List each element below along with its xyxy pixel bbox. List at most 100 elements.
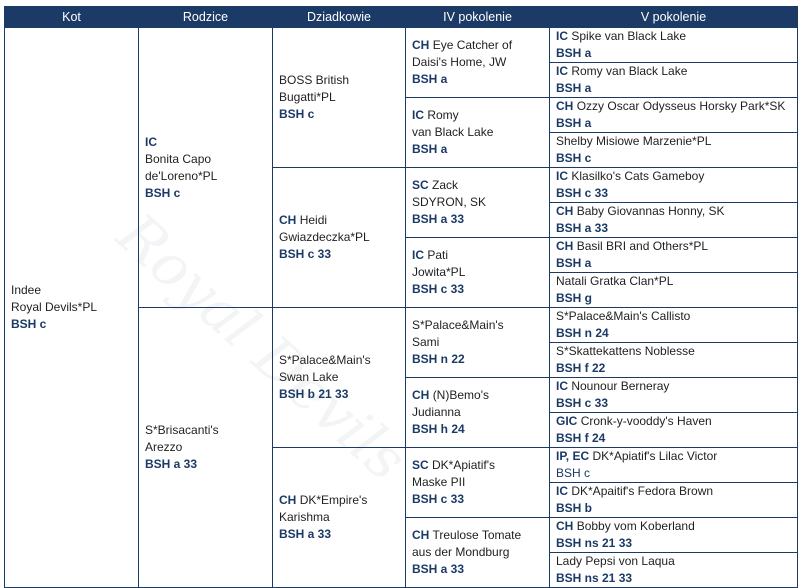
breed-code: BSH c 33 — [412, 492, 465, 506]
cat-name: Basil BRI and Others*PL — [576, 239, 709, 253]
name-line: Zack — [432, 178, 459, 192]
header-gen5: V pokolenie — [549, 6, 798, 28]
gen4-cell: S*Palace&Main's Sami BSH n 22 — [405, 307, 550, 378]
title-badge: IC — [556, 169, 568, 183]
name-line: S*Palace&Main's — [412, 318, 504, 332]
breed-code: BSH a 33 — [412, 212, 465, 226]
breed-code: BSH n 24 — [556, 326, 609, 340]
breed-code: BSH a — [556, 256, 592, 270]
name-line: DK*Empire's — [299, 493, 368, 507]
breed-code: BSH a 33 — [412, 562, 465, 576]
breed-code: BSH c — [556, 466, 591, 480]
gen5-cell: CH Basil BRI and Others*PL BSH a — [549, 237, 798, 273]
title-badge: IC — [412, 108, 424, 122]
name-line: S*Brisacanti's — [145, 423, 219, 437]
name-line: Swan Lake — [279, 370, 339, 384]
breed-code: BSH c — [145, 185, 181, 200]
name-line: Treulose Tomate — [432, 528, 522, 542]
gen5-cell: S*Skattekattens Noblesse BSH f 22 — [549, 342, 798, 378]
breed-code: BSH c — [556, 151, 592, 165]
table-row: CH Baby Giovannas Honny, SK BSH a 33 — [5, 202, 798, 238]
breed-code: BSH c 33 — [556, 396, 609, 410]
breed-code: BSH c — [279, 107, 315, 121]
breed-code: BSH a — [556, 81, 592, 95]
breed-code: BSH a 33 — [279, 527, 332, 541]
table-row: Indee Royal Devils*PL BSH c IC Bonita Capo de… — [4, 27, 798, 588]
header-rodzice: Rodzice — [138, 6, 273, 28]
gen5-cell: CH Bobby vom Koberland BSH ns 21 33 — [549, 517, 798, 553]
breed-code: BSH a — [556, 116, 592, 130]
name-line: Daisi's Home, JW — [412, 55, 507, 69]
cat-name: S*Skattekattens Noblesse — [556, 344, 695, 358]
cat-name: DK*Apiatif's Lilac Victor — [592, 449, 718, 463]
title-badge: CH — [556, 99, 574, 113]
table-row: IC DK*Apaitif's Fedora Brown BSH b — [5, 482, 798, 518]
name-line: Bugatti*PL — [279, 90, 336, 104]
cat-name: DK*Apaitif's Fedora Brown — [571, 484, 714, 498]
title-badge: CH — [412, 38, 430, 52]
breed-code: BSH ns 21 33 — [556, 536, 633, 550]
gen5-cell: IC Romy van Black Lake BSH a — [549, 62, 798, 98]
cat-name: Natali Gratka Clan*PL — [556, 274, 674, 288]
cat-name: Romy van Black Lake — [571, 64, 688, 78]
grandparent-cell: CH Heidi Gwiazdeczka*PL BSH c 33 — [272, 167, 406, 308]
table-row: GIC Cronk-y-vooddy's Haven BSH f 24 — [5, 412, 798, 448]
title-badge: CH — [279, 213, 297, 227]
breed-code: BSH ns 21 33 — [556, 571, 633, 585]
breed-code: BSH a — [412, 72, 448, 86]
gen4-cell: SC Zack SDYRON, SK BSH a 33 — [405, 167, 550, 238]
breed-code: BSH h 24 — [412, 422, 465, 436]
pedigree-table: Kot Rodzice Dziadkowie IV pokolenie V po… — [4, 6, 798, 588]
gen5-cell: S*Palace&Main's Callisto BSH n 24 — [549, 307, 798, 343]
name-line: S*Palace&Main's — [279, 353, 371, 367]
gen4-cell: SC DK*Apiatif's Maske PII BSH c 33 — [405, 447, 550, 518]
title-badge: SC — [412, 458, 429, 472]
name-line: aus der Mondburg — [412, 545, 510, 559]
cat-cell: Indee Royal Devils*PL BSH c — [4, 27, 139, 588]
breed-code: BSH a 33 — [556, 221, 609, 235]
breed-code: BSH c 33 — [556, 186, 609, 200]
breed-code: BSH n 22 — [412, 352, 465, 366]
gen5-cell: IC Nounour Berneray BSH c 33 — [549, 377, 798, 413]
title-badge: IC — [556, 484, 568, 498]
name-line: van Black Lake — [412, 125, 494, 139]
cat-name: S*Palace&Main's Callisto — [556, 309, 691, 323]
name-line: Judianna — [412, 405, 461, 419]
name-line: Indee — [11, 283, 42, 297]
breed-code: BSH f 24 — [556, 431, 606, 445]
gen5-cell: CH Baby Giovannas Honny, SK BSH a 33 — [549, 202, 798, 238]
breed-code: BSH b 21 33 — [279, 387, 349, 401]
title-badge: CH — [412, 388, 430, 402]
gen4-cell: CH Eye Catcher of Daisi's Home, JW BSH a — [405, 27, 550, 98]
breed-code: BSH f 22 — [556, 361, 606, 375]
breed-code: BSH c 33 — [279, 247, 332, 261]
gen5-cell: IP, EC DK*Apiatif's Lilac Victor BSH c — [549, 447, 798, 483]
gen5-cell: Shelby Misiowe Marzenie*PL BSH c — [549, 132, 798, 168]
title-badge: GIC — [556, 414, 578, 428]
table-row: IC Romy van Black Lake BSH a — [5, 62, 798, 98]
table-row: CH (N)Bemo's Judianna BSH h 24 IC Nounour B… — [5, 377, 798, 448]
header-gen4: IV pokolenie — [405, 6, 550, 28]
header-dziadkowie: Dziadkowie — [272, 6, 406, 28]
name-line: BOSS British — [279, 73, 350, 87]
gen5-cell: Lady Pepsi von Laqua BSH ns 21 33 — [549, 552, 798, 588]
title-badge: CH — [412, 528, 430, 542]
title-badge: CH — [556, 204, 574, 218]
breed-code: BSH c — [11, 317, 47, 331]
table-row: IC Romy van Black Lake BSH a CH Ozzy Oscar … — [5, 97, 798, 168]
name-line: DK*Apiatif's — [432, 458, 495, 472]
title-badge: IP, EC — [556, 449, 590, 463]
title-badge: IC — [145, 134, 157, 149]
name-line: Arezzo — [145, 440, 183, 454]
cat-name: Nounour Berneray — [571, 379, 670, 393]
name-line: Bonita Capo — [145, 151, 212, 166]
parent-cell: S*Brisacanti's Arezzo BSH a 33 — [138, 307, 273, 588]
title-badge: IC — [556, 379, 568, 393]
name-line: de'Loreno*PL — [145, 168, 218, 183]
gen4-cell: IC Romy van Black Lake BSH a — [405, 97, 550, 168]
parent-cell: IC Bonita Capo de'Loreno*PL BSH c — [138, 27, 273, 308]
name-line: Royal Devils*PL — [11, 300, 98, 314]
grandparent-cell: S*Palace&Main's Swan Lake BSH b 21 33 — [272, 307, 406, 448]
header-kot: Kot — [4, 6, 139, 28]
title-badge: IC — [412, 248, 424, 262]
